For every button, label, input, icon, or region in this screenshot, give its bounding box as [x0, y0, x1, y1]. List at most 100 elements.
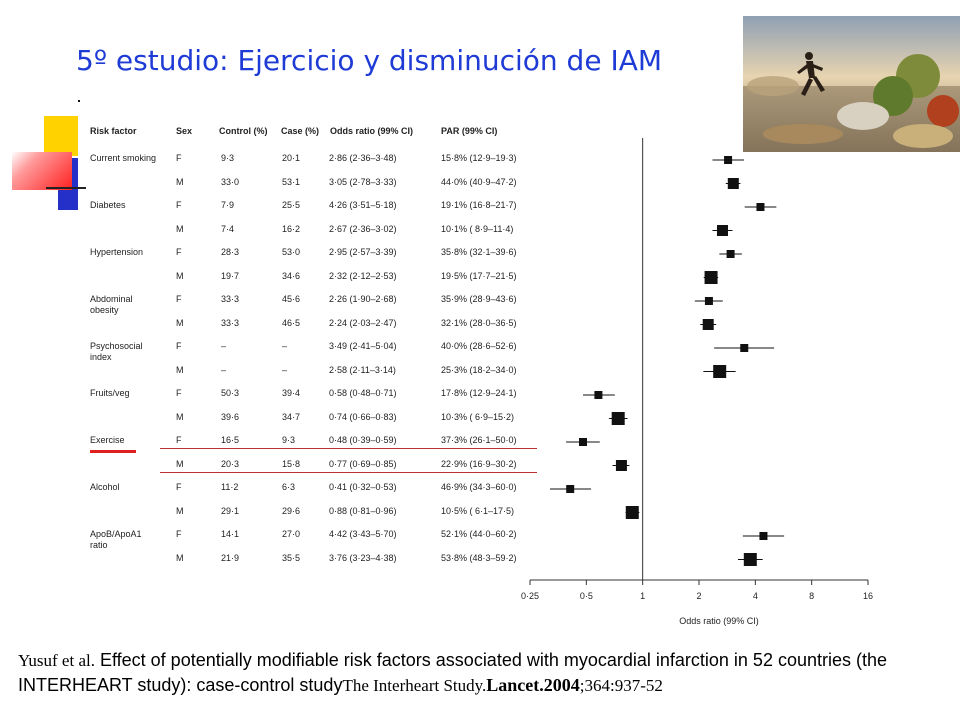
odds-ratio-marker [743, 553, 757, 566]
header-risk-factor: Risk factor [90, 126, 137, 136]
header-control: Control (%) [219, 126, 268, 136]
odds-ratio-marker [704, 297, 713, 305]
cell-par: 37·3% (26·1–50·0) [441, 435, 517, 445]
cell-control: 9·3 [221, 153, 235, 163]
odds-ratio-marker [566, 485, 575, 493]
cell-control: 33·0 [221, 176, 240, 187]
header-par: PAR (99% CI) [441, 126, 498, 136]
cell-par: 52·1% (44·0–60·2) [441, 529, 517, 539]
cell-odds-ratio: 0·41 (0·32–0·53) [329, 482, 397, 492]
cell-case: 27·0 [282, 529, 301, 539]
cell-sex: M [176, 364, 184, 375]
cell-sex: M [176, 317, 184, 328]
cell-control: 20·3 [221, 458, 240, 469]
forest-plot: 0·25 0·5 1 2 4 8 16 Odds ratio (99% CI) [521, 138, 873, 626]
cell-case: 34·6 [282, 270, 301, 281]
citation-pages: ;364:937-52 [579, 676, 663, 695]
cell-odds-ratio: 2·86 (2·36–3·48) [329, 153, 397, 163]
odds-ratio-marker [724, 156, 733, 164]
x-tick-label: 1 [640, 591, 645, 601]
cell-odds-ratio: 2·95 (2·57–3·39) [329, 247, 397, 257]
odds-ratio-marker [611, 412, 625, 425]
cell-sex: M [176, 552, 184, 563]
decor-yellow-square [44, 116, 78, 156]
x-tick-label: 16 [863, 591, 873, 601]
odds-ratio-marker [594, 391, 603, 399]
cell-control: 28·3 [221, 247, 240, 257]
cell-sex: M [176, 270, 184, 281]
cell-sex: M [176, 223, 184, 234]
cell-control: 50·3 [221, 388, 240, 398]
cell-risk-factor: Alcohol [90, 482, 120, 492]
citation-text: Effect of potentially modifiable risk fa… [18, 650, 888, 695]
odds-ratio-marker [615, 460, 627, 471]
cell-case: 15·8 [282, 458, 301, 469]
citation: Yusuf et al. Effect of potentially modif… [18, 648, 953, 698]
cell-sex: M [176, 176, 184, 187]
odds-ratio-marker [716, 225, 728, 236]
cell-risk-factor: ApoB/ApoA1 [90, 529, 142, 539]
cell-odds-ratio: 0·77 (0·69–0·85) [329, 458, 397, 469]
exercise-box-top [160, 448, 537, 449]
cell-control: 16·5 [221, 435, 240, 445]
cell-par: 10·3% ( 6·9–15·2) [441, 411, 515, 422]
cell-case: 53·0 [282, 247, 301, 257]
cell-par: 40·0% (28·6–52·6) [441, 341, 517, 351]
cell-control: 7·4 [221, 223, 235, 234]
citation-authors-dot: . [90, 651, 95, 670]
cell-sex: F [176, 247, 182, 257]
cell-sex: F [176, 388, 182, 398]
cell-control: 33·3 [221, 317, 240, 328]
cell-risk-factor: ratio [90, 540, 108, 550]
cell-par: 44·0% (40·9–47·2) [441, 176, 517, 187]
cell-risk-factor: Diabetes [90, 200, 126, 210]
exercise-underline [90, 450, 136, 453]
odds-ratio-marker [702, 319, 714, 330]
cell-case: 20·1 [282, 153, 301, 163]
cell-risk-factor: Current smoking [90, 153, 157, 163]
x-tick-label: 8 [809, 591, 814, 601]
x-tick-label: 0·25 [521, 591, 539, 601]
cell-control: – [221, 364, 227, 375]
odds-ratio-marker [727, 178, 739, 189]
cell-par: 32·1% (28·0–36·5) [441, 317, 517, 328]
cell-risk-factor: Fruits/veg [90, 388, 130, 398]
cell-risk-factor: obesity [90, 305, 119, 315]
cell-control: 11·2 [221, 482, 239, 492]
cell-odds-ratio: 0·88 (0·81–0·96) [329, 505, 397, 516]
header-odds-ratio: Odds ratio (99% CI) [330, 126, 414, 136]
cell-control: 33·3 [221, 294, 240, 304]
cell-case: 39·4 [282, 388, 301, 398]
cell-sex: F [176, 200, 182, 210]
cell-odds-ratio: 3·05 (2·78–3·33) [329, 176, 397, 187]
slide-title: 5º estudio: Ejercicio y disminución de I… [76, 44, 663, 77]
cell-case: – [282, 341, 288, 351]
cell-control: 29·1 [221, 505, 240, 516]
odds-ratio-marker [759, 532, 768, 540]
cell-odds-ratio: 2·58 (2·11–3·14) [329, 364, 396, 375]
cell-sex: M [176, 411, 184, 422]
decor-red-gradient [12, 152, 72, 190]
cell-odds-ratio: 2·32 (2·12–2·53) [329, 270, 397, 281]
cell-case: 45·6 [282, 294, 301, 304]
cell-odds-ratio: 4·42 (3·43–5·70) [329, 529, 397, 539]
cell-par: 22·9% (16·9–30·2) [441, 458, 517, 469]
cell-odds-ratio: 0·74 (0·66–0·83) [329, 411, 397, 422]
cell-risk-factor: Abdominal [90, 294, 133, 304]
cell-par: 35·8% (32·1–39·6) [441, 247, 517, 257]
cell-par: 19·1% (16·8–21·7) [441, 200, 517, 210]
odds-ratio-marker [579, 438, 588, 446]
cell-sex: F [176, 435, 182, 445]
cell-par: 53·8% (48·3–59·2) [441, 552, 517, 563]
cell-control: 21·9 [221, 552, 240, 563]
interheart-table: Risk factor Sex Control (%) Case (%) Odd… [90, 126, 537, 563]
citation-source: The Interheart Study. [342, 676, 487, 695]
cell-control: 39·6 [221, 411, 240, 422]
cell-par: 19·5% (17·7–21·5) [441, 270, 517, 281]
cell-control: 19·7 [221, 270, 240, 281]
x-tick-label: 4 [753, 591, 758, 601]
cell-odds-ratio: 4·26 (3·51–5·18) [329, 200, 397, 210]
cell-case: 25·5 [282, 200, 301, 210]
odds-ratio-marker [704, 271, 718, 284]
cell-par: 46·9% (34·3–60·0) [441, 482, 517, 492]
